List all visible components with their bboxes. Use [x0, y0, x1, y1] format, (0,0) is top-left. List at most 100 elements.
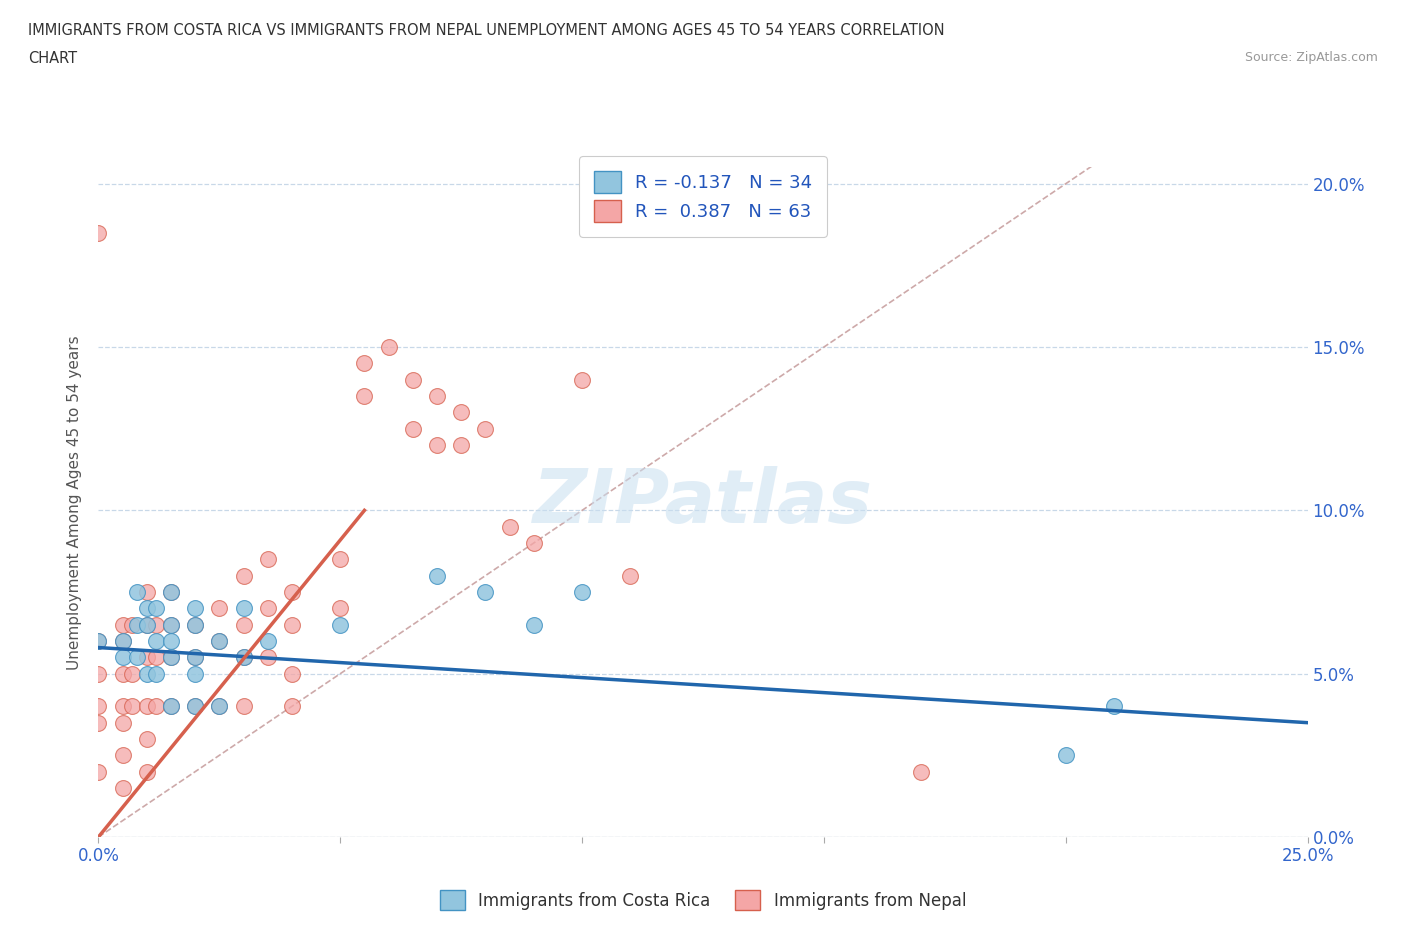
Text: CHART: CHART: [28, 51, 77, 66]
Point: [135, 699, 157, 714]
Text: IMMIGRANTS FROM COSTA RICA VS IMMIGRANTS FROM NEPAL UNEMPLOYMENT AMONG AGES 45 T: IMMIGRANTS FROM COSTA RICA VS IMMIGRANTS…: [28, 23, 945, 38]
Point: [474, 421, 496, 436]
Point: [121, 699, 143, 714]
Point: [87, 764, 110, 779]
Point: [329, 551, 352, 566]
Point: [184, 601, 207, 616]
Point: [232, 699, 254, 714]
Point: [160, 618, 183, 632]
Point: [111, 666, 134, 681]
Point: [160, 585, 183, 600]
Point: [256, 551, 278, 566]
Point: [135, 732, 157, 747]
Point: [523, 618, 546, 632]
Point: [87, 699, 110, 714]
Point: [111, 650, 134, 665]
Point: [523, 536, 546, 551]
Point: [111, 633, 134, 648]
Point: [87, 633, 110, 648]
Text: Source: ZipAtlas.com: Source: ZipAtlas.com: [1244, 51, 1378, 64]
Point: [184, 618, 207, 632]
Point: [1102, 699, 1125, 714]
Point: [145, 633, 167, 648]
Point: [256, 601, 278, 616]
Point: [232, 650, 254, 665]
Point: [208, 699, 231, 714]
Point: [571, 372, 593, 387]
Point: [232, 618, 254, 632]
Point: [256, 650, 278, 665]
Point: [135, 618, 157, 632]
Point: [135, 764, 157, 779]
Point: [184, 699, 207, 714]
Point: [127, 618, 149, 632]
Point: [281, 666, 304, 681]
Point: [111, 748, 134, 763]
Point: [402, 421, 425, 436]
Point: [232, 601, 254, 616]
Point: [426, 389, 449, 404]
Point: [184, 618, 207, 632]
Point: [281, 618, 304, 632]
Point: [353, 356, 375, 371]
Point: [232, 568, 254, 583]
Point: [87, 715, 110, 730]
Point: [208, 601, 231, 616]
Point: [87, 666, 110, 681]
Point: [329, 601, 352, 616]
Point: [121, 666, 143, 681]
Point: [426, 438, 449, 453]
Point: [184, 666, 207, 681]
Point: [135, 618, 157, 632]
Point: [111, 618, 134, 632]
Point: [184, 650, 207, 665]
Point: [111, 715, 134, 730]
Point: [111, 699, 134, 714]
Y-axis label: Unemployment Among Ages 45 to 54 years: Unemployment Among Ages 45 to 54 years: [67, 335, 83, 670]
Point: [619, 568, 641, 583]
Point: [377, 339, 399, 354]
Point: [160, 585, 183, 600]
Legend: R = -0.137   N = 34, R =  0.387   N = 63: R = -0.137 N = 34, R = 0.387 N = 63: [579, 156, 827, 236]
Point: [87, 225, 110, 240]
Point: [160, 699, 183, 714]
Point: [232, 650, 254, 665]
Point: [571, 585, 593, 600]
Point: [160, 699, 183, 714]
Point: [208, 633, 231, 648]
Point: [450, 405, 472, 419]
Point: [329, 618, 352, 632]
Point: [208, 699, 231, 714]
Point: [426, 568, 449, 583]
Point: [145, 601, 167, 616]
Point: [281, 699, 304, 714]
Point: [402, 372, 425, 387]
Point: [145, 650, 167, 665]
Point: [145, 618, 167, 632]
Point: [135, 666, 157, 681]
Point: [256, 633, 278, 648]
Point: [160, 650, 183, 665]
Point: [145, 666, 167, 681]
Point: [160, 650, 183, 665]
Point: [135, 601, 157, 616]
Point: [160, 633, 183, 648]
Point: [127, 585, 149, 600]
Point: [111, 780, 134, 795]
Point: [1054, 748, 1077, 763]
Point: [127, 650, 149, 665]
Legend: Immigrants from Costa Rica, Immigrants from Nepal: Immigrants from Costa Rica, Immigrants f…: [433, 884, 973, 917]
Point: [281, 585, 304, 600]
Point: [135, 585, 157, 600]
Point: [87, 633, 110, 648]
Point: [135, 650, 157, 665]
Text: ZIPatlas: ZIPatlas: [533, 466, 873, 538]
Point: [450, 438, 472, 453]
Point: [145, 699, 167, 714]
Point: [111, 633, 134, 648]
Point: [160, 618, 183, 632]
Point: [121, 618, 143, 632]
Point: [184, 699, 207, 714]
Point: [184, 650, 207, 665]
Point: [208, 633, 231, 648]
